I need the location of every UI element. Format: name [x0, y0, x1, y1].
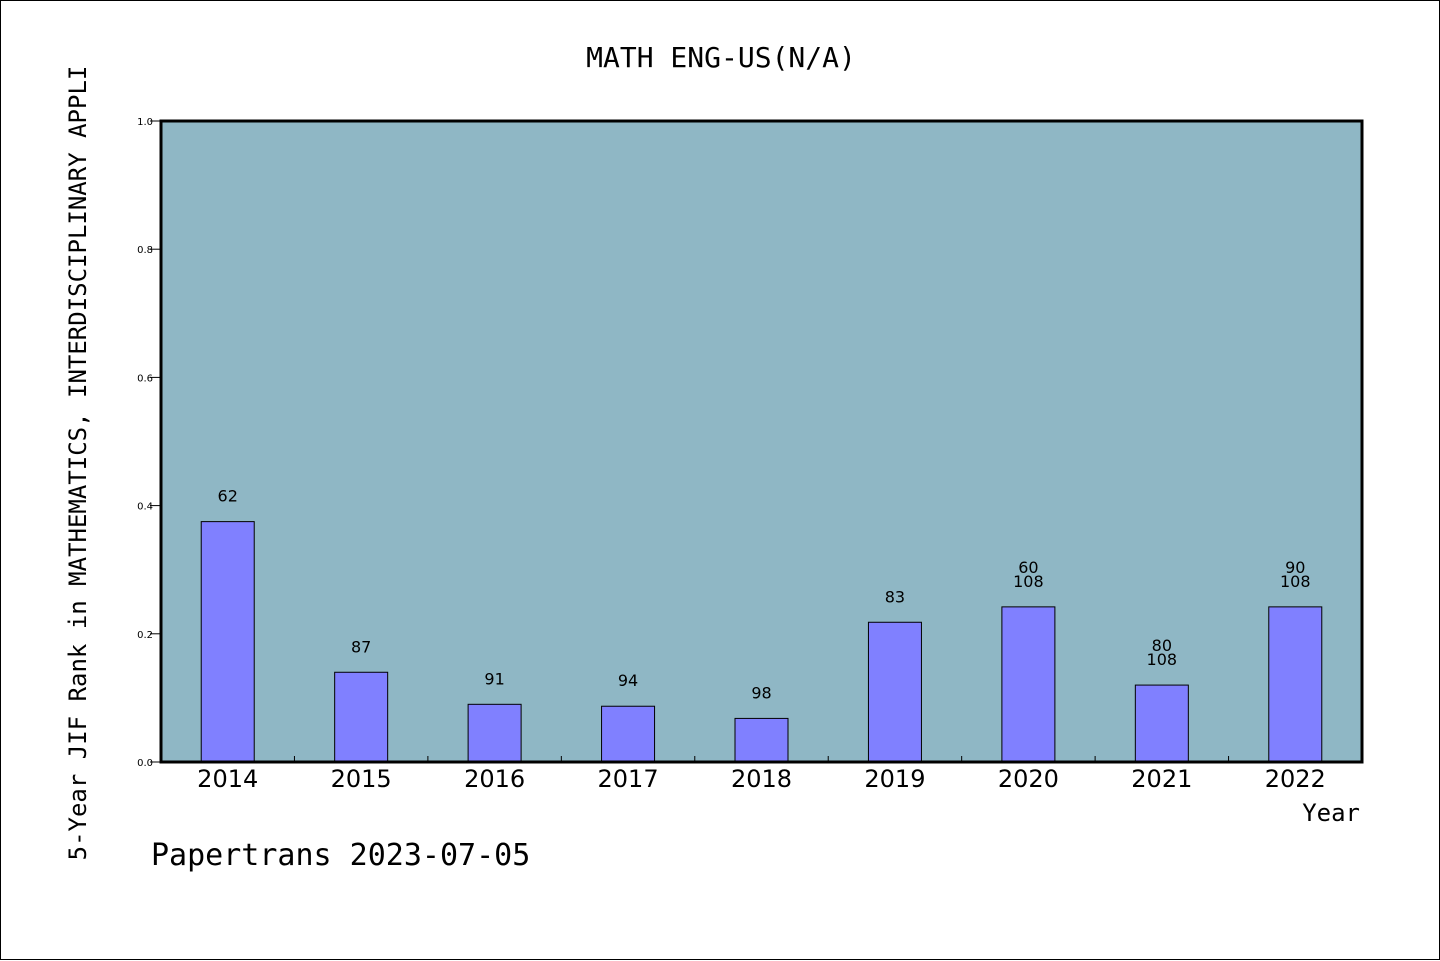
bar-value-label: 60 [1018, 558, 1038, 577]
bar-value-label: 108 [1280, 572, 1311, 591]
y-axis-label: 5-Year JIF Rank in MATHEMATICS, INTERDIS… [64, 66, 92, 861]
bar-value-label: 62 [218, 487, 238, 506]
x-axis-label: Year [1302, 799, 1360, 827]
bar-2019 [867, 621, 922, 763]
y-tick-label: 1.0 [137, 117, 153, 128]
bar-2017 [601, 705, 656, 763]
bar-value-label: 98 [751, 683, 771, 702]
bar-value-label: 90 [1285, 558, 1305, 577]
y-tick-label: 0.0 [137, 758, 153, 769]
chart-title: MATH ENG-US(N/A) [586, 41, 856, 74]
footer-watermark: Papertrans 2023-07-05 [151, 838, 530, 873]
bar-2018 [734, 717, 789, 763]
bar-value-label: 108 [1013, 572, 1044, 591]
y-tick-label: 0.4 [137, 502, 153, 513]
x-tick-label: 2015 [331, 765, 392, 793]
plot-border [159, 119, 1364, 764]
x-tick-label: 2016 [464, 765, 525, 793]
x-tick-label: 2018 [731, 765, 792, 793]
y-tick-label: 0.2 [137, 630, 153, 641]
y-axis-ticks: 0.0 0.2 0.4 0.6 0.8 1.0 [137, 117, 161, 769]
x-axis-ticks: 2014 2015 2016 2017 2018 2019 2020 2021 2022 [197, 756, 1326, 793]
bar-2020 [1001, 606, 1056, 763]
bar-value-label: 83 [885, 587, 905, 606]
x-tick-label: 2017 [598, 765, 659, 793]
bar-2015 [334, 671, 389, 763]
x-tick-label: 2014 [197, 765, 258, 793]
bar-2016 [467, 703, 522, 763]
bar-2021 [1134, 684, 1189, 763]
bar-2022 [1268, 606, 1323, 763]
bar-2014 [200, 521, 255, 763]
plot-area [161, 121, 1362, 762]
bar-value-label: 108 [1147, 650, 1178, 669]
bar-value-label: 91 [484, 669, 504, 688]
x-tick-label: 2019 [864, 765, 925, 793]
bar-value-label: 87 [351, 637, 371, 656]
bar-value-label: 80 [1152, 636, 1172, 655]
x-tick-label: 2021 [1131, 765, 1192, 793]
bar-value-label: 94 [618, 671, 638, 690]
x-tick-label: 2022 [1265, 765, 1326, 793]
y-tick-label: 0.6 [137, 373, 153, 384]
x-tick-label: 2020 [998, 765, 1059, 793]
bar-group [200, 521, 1323, 763]
y-tick-label: 0.8 [137, 245, 153, 256]
